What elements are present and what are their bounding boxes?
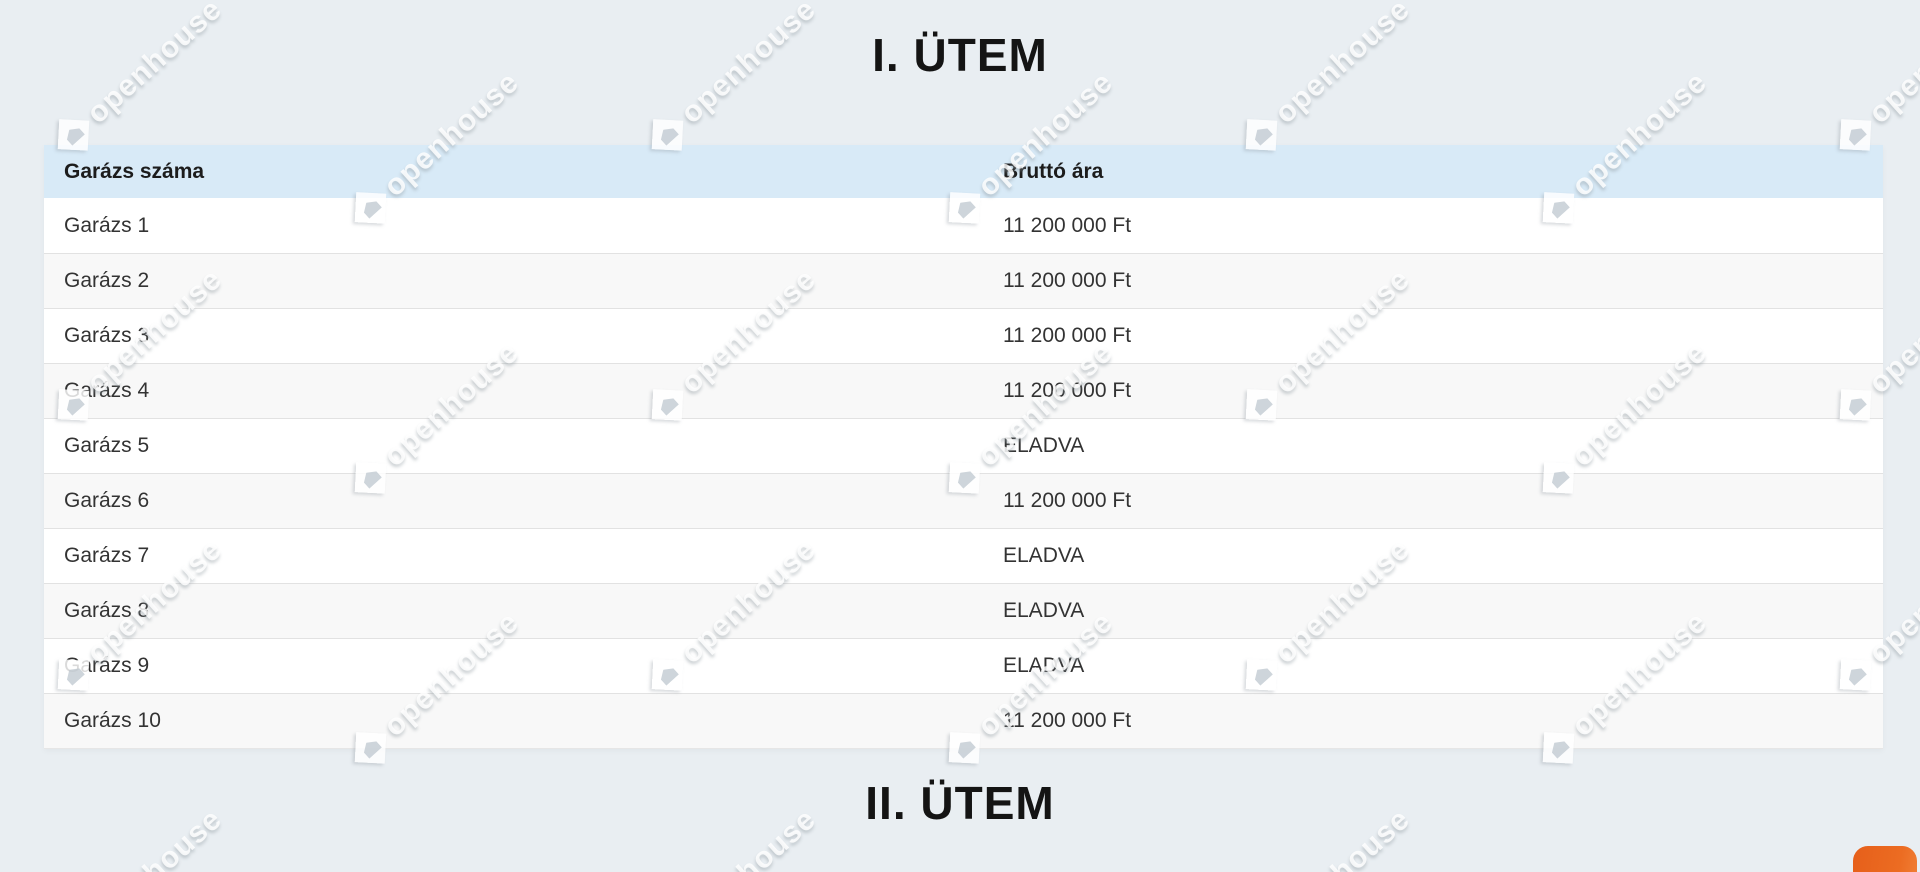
table-body: Garázs 1 11 200 000 Ft Garázs 2 11 200 000 … [44,198,1883,748]
garage-number-cell: Garázs 4 [64,379,150,402]
table-row: Garázs 2 11 200 000 Ft [44,253,1883,308]
house-icon [62,124,84,146]
garage-price-table: Garázs száma Bruttó ára Garázs 1 11 200 0… [44,145,1883,749]
garage-price-cell: ELADVA [1003,654,1085,677]
table-header-row: Garázs száma Bruttó ára [44,145,1883,198]
column-header-gross-price: Bruttó ára [1003,159,1104,183]
garage-price-cell: 11 200 000 Ft [1003,379,1132,402]
garage-number-cell: Garázs 7 [64,544,150,567]
garage-number-cell: Garázs 2 [64,269,150,292]
house-icon [656,124,678,146]
table-row: Garázs 7 ELADVA [44,528,1883,583]
house-icon [1250,124,1272,146]
garage-number-cell: Garázs 3 [64,324,150,347]
garage-price-cell: 11 200 000 Ft [1003,213,1132,237]
garage-price-cell: 11 200 000 Ft [1003,709,1132,732]
chat-widget-button[interactable] [1853,846,1917,872]
table-row: Garázs 10 11 200 000 Ft [44,693,1883,748]
table-row: Garázs 4 11 200 000 Ft [44,363,1883,418]
section-title-phase1: I. ÜTEM [872,29,1048,81]
garage-number-cell: Garázs 9 [64,654,150,677]
section-title-phase2: II. ÜTEM [865,777,1055,829]
garage-number-cell: Garázs 1 [64,213,150,237]
garage-price-cell: ELADVA [1003,544,1085,567]
house-icon [1844,124,1866,146]
column-header-garage-number: Garázs száma [64,159,205,183]
table-row: Garázs 9 ELADVA [44,638,1883,693]
garage-price-cell: 11 200 000 Ft [1003,489,1132,512]
garage-number-cell: Garázs 6 [64,489,150,512]
garage-number-cell: Garázs 8 [64,599,150,622]
garage-price-cell: ELADVA [1003,599,1085,622]
garage-price-cell: 11 200 000 Ft [1003,324,1132,347]
table-row: Garázs 8 ELADVA [44,583,1883,638]
garage-number-cell: Garázs 10 [64,709,161,732]
garage-number-cell: Garázs 5 [64,434,150,457]
table-row: Garázs 6 11 200 000 Ft [44,473,1883,528]
garage-price-cell: 11 200 000 Ft [1003,269,1132,292]
table-row: Garázs 1 11 200 000 Ft [44,198,1883,253]
garage-price-cell: ELADVA [1003,434,1085,457]
table-row: Garázs 3 11 200 000 Ft [44,308,1883,363]
table-row: Garázs 5 ELADVA [44,418,1883,473]
